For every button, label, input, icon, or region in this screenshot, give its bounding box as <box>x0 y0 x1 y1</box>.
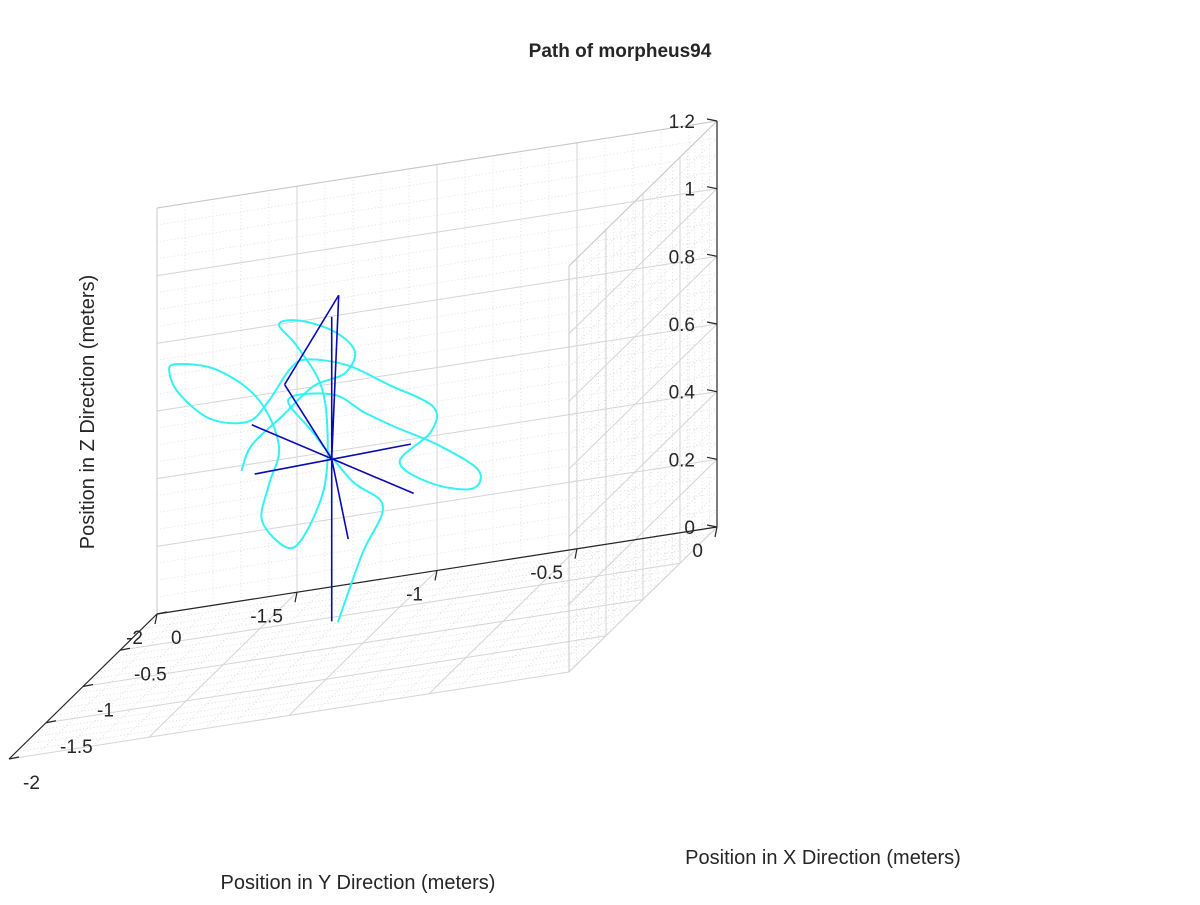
z-tick-label: 0.8 <box>669 247 695 268</box>
y-tick-mark <box>434 570 438 581</box>
y-tick-label: 0 <box>692 541 703 562</box>
z-tick-label: 0.6 <box>669 315 695 336</box>
major-grid-line <box>568 255 718 402</box>
z-tick-label: 1 <box>684 180 695 201</box>
major-grid-line <box>568 188 718 335</box>
y-tick-mark <box>294 592 298 603</box>
major-grid-line <box>156 391 718 480</box>
y-tick-label: -1 <box>406 585 423 606</box>
x-tick-label: -0.5 <box>134 664 167 685</box>
major-grid-line <box>156 458 718 547</box>
y-axis-label: Position in Y Direction (meters) <box>221 872 496 894</box>
major-grid-line <box>428 548 578 695</box>
x-tick-label: -1 <box>97 701 114 722</box>
major-grid-line <box>568 323 718 470</box>
z-tick-label: 0 <box>684 518 695 539</box>
y-tick-mark <box>154 613 158 625</box>
z-tick-mark <box>706 321 718 325</box>
z-tick-mark <box>706 456 718 460</box>
z-tick-label: 1.2 <box>669 112 695 133</box>
y-tick-mark <box>574 548 578 559</box>
major-grid-line <box>288 570 438 716</box>
z-tick-label: 0.2 <box>669 450 695 471</box>
z-tick-mark <box>706 524 718 528</box>
y-tick-label: -1.5 <box>250 606 283 627</box>
x-tick-mark <box>119 647 131 651</box>
frame-axis-segment <box>330 458 349 540</box>
y-tick-label: -0.5 <box>530 563 563 584</box>
trajectory-path <box>168 319 482 623</box>
x-axis-label: Position in X Direction (meters) <box>685 847 961 869</box>
major-grid-line <box>156 255 718 344</box>
z-tick-mark <box>706 186 718 190</box>
x-tick-mark <box>8 756 20 760</box>
tick-label-layer: -2-1.5-1-0.50-2-1.5-1-0.5000.20.40.60.81… <box>23 112 703 794</box>
frame-axis-segment <box>283 294 340 385</box>
box-edge <box>156 120 718 209</box>
major-grid-line <box>148 591 298 738</box>
x-tick-label: -1.5 <box>60 737 93 758</box>
box-edge <box>568 120 718 267</box>
x-tick-label: 0 <box>171 628 182 649</box>
axes-layer <box>8 118 718 760</box>
x-tick-mark <box>156 611 168 615</box>
frame-axis-segment <box>254 443 411 475</box>
major-grid-line <box>568 391 718 538</box>
z-tick-label: 0.4 <box>669 383 696 404</box>
x-tick-mark <box>45 720 57 724</box>
grid-layer <box>8 120 718 760</box>
major-grid-line <box>156 188 718 277</box>
frame-axis-segment <box>330 295 340 459</box>
z-tick-mark <box>706 118 718 122</box>
y-tick-label: -2 <box>126 628 143 649</box>
x-tick-label: -2 <box>23 773 40 794</box>
y-tick-mark <box>714 526 718 538</box>
major-grid-line <box>568 458 718 605</box>
major-grid-line <box>568 526 718 673</box>
z-tick-mark <box>706 253 718 257</box>
z-axis-label: Position in Z Direction (meters) <box>77 275 99 550</box>
frame-axis-segment <box>283 384 333 460</box>
data-layer <box>168 294 482 623</box>
z-tick-mark <box>706 389 718 393</box>
chart-title: Path of morpheus94 <box>529 41 712 62</box>
x-tick-mark <box>82 683 94 688</box>
major-grid-line <box>156 323 718 412</box>
